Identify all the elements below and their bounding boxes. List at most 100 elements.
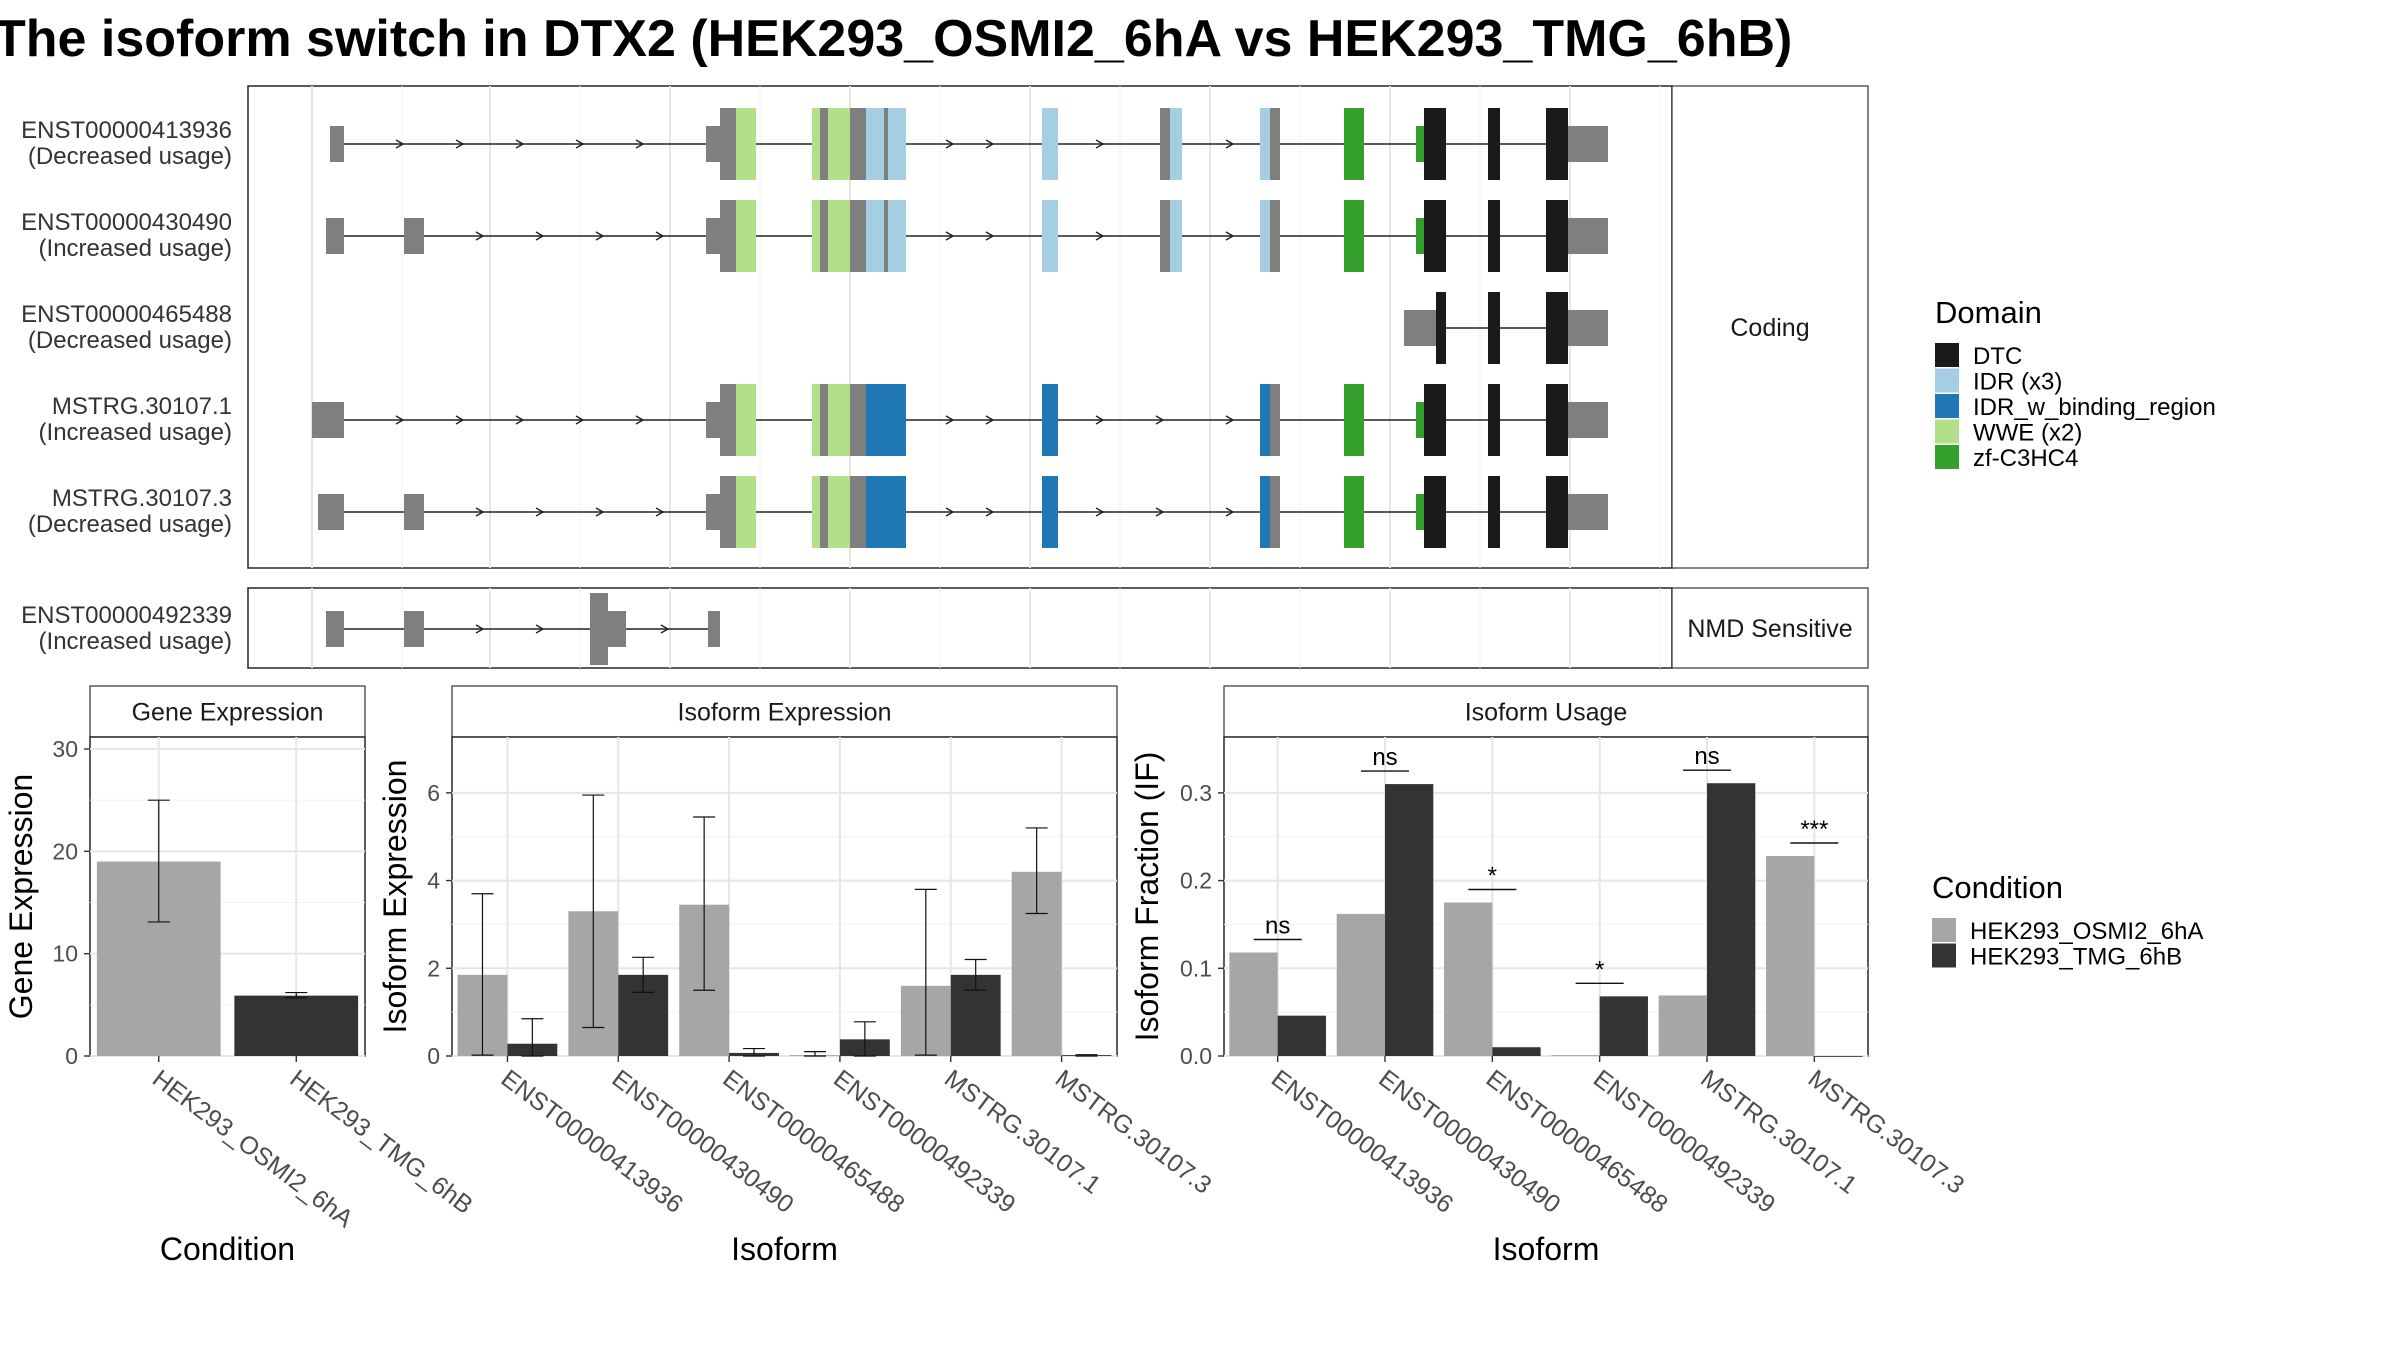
significance-label: ns [1265, 912, 1290, 939]
y-axis-title: Isoform Fraction (IF) [1129, 752, 1165, 1042]
exon-segment [1170, 108, 1182, 180]
legend-swatch-wwe-x2 [1935, 420, 1959, 444]
exon-segment [1568, 402, 1608, 438]
exon-segment [828, 476, 850, 548]
exon-segment [1488, 476, 1500, 548]
exon-segment [1260, 200, 1270, 272]
facet-strip-label: Coding [1730, 314, 1809, 342]
exon-segment [404, 218, 424, 254]
exon-segment [812, 384, 820, 456]
bar-mstrg-30107-1 [1707, 783, 1755, 1056]
legend-title: Condition [1932, 870, 2063, 905]
exon-segment [828, 200, 850, 272]
exon-segment [1436, 292, 1446, 364]
exon-segment [706, 218, 720, 254]
exon-segment [706, 494, 720, 530]
y-tick-label: 30 [52, 736, 78, 762]
exon-segment [720, 476, 736, 548]
x-axis-title: Isoform [731, 1231, 838, 1267]
chart-title: Isoform Usage [1465, 699, 1628, 727]
legend-label-idr-w-binding-region: IDR_w_binding_region [1973, 394, 2216, 421]
y-tick-label: 6 [427, 780, 440, 806]
x-category-label: ENST00000430490 [1373, 1064, 1565, 1219]
legend-label-wwe-x2: WWE (x2) [1973, 420, 2082, 447]
exon-segment [1042, 384, 1058, 456]
exon-segment [1416, 126, 1424, 162]
exon-segment [736, 108, 756, 180]
exon-segment [1488, 200, 1500, 272]
exon-segment [1042, 200, 1058, 272]
x-category-label: ENST00000413936 [496, 1064, 688, 1219]
exon-segment [326, 218, 344, 254]
y-tick-label: 0.2 [1180, 868, 1212, 894]
exon-segment [850, 108, 866, 180]
transcript-usage-label: (Increased usage) [39, 419, 232, 446]
exon-segment [1042, 476, 1058, 548]
bar-enst00000465488 [1444, 903, 1492, 1057]
isoform-usage-chart: Isoform Usage 0.0 0.1 0.2 0.3 ENST00000413936… [1129, 686, 1969, 1267]
chart-title: Isoform Expression [678, 699, 892, 727]
exon-segment [1546, 108, 1568, 180]
y-tick-label: 0.0 [1180, 1043, 1212, 1069]
exon-segment [812, 200, 820, 272]
exon-segment [1416, 494, 1424, 530]
transcript-id-label: MSTRG.30107.3 [52, 485, 232, 512]
x-category-label: ENST00000492339 [828, 1064, 1020, 1219]
exon-segment [866, 108, 884, 180]
exon-segment [1160, 200, 1170, 272]
exon-segment [1488, 384, 1500, 456]
exon-segment [1424, 384, 1446, 456]
exon-segment [1260, 108, 1270, 180]
transcript-usage-label: (Increased usage) [39, 628, 232, 655]
x-category-label: ENST00000413936 [1266, 1064, 1458, 1219]
exon-segment [1568, 494, 1608, 530]
bar-mstrg-30107-3 [1814, 1056, 1862, 1057]
significance-label: * [1595, 956, 1604, 983]
y-tick-label: 4 [427, 868, 440, 894]
y-tick-label: 0.3 [1180, 780, 1212, 806]
bar-mstrg-30107-1 [1659, 995, 1707, 1056]
transcript-id-label: ENST00000413936 [21, 117, 232, 144]
legend-label-idr-x3: IDR (x3) [1973, 369, 2062, 396]
exon-segment [1546, 384, 1568, 456]
significance-label: ns [1694, 743, 1719, 770]
facet-strip-label: NMD Sensitive [1687, 615, 1852, 643]
exon-segment [1344, 200, 1364, 272]
exon-segment [884, 200, 888, 272]
y-tick-label: 20 [52, 838, 78, 864]
exon-segment [706, 402, 720, 438]
exon-segment [330, 126, 344, 162]
legend-swatch-idr-x3 [1935, 369, 1959, 393]
transcript-usage-label: (Decreased usage) [28, 327, 232, 354]
exon-segment [1270, 200, 1280, 272]
exon-segment [884, 108, 888, 180]
exon-segment [318, 494, 344, 530]
exon-segment [820, 200, 828, 272]
exon-segment [1488, 292, 1500, 364]
exon-segment [820, 476, 828, 548]
exon-segment [820, 108, 828, 180]
exon-segment [850, 384, 866, 456]
legend-label-dtc: DTC [1973, 343, 2022, 370]
condition-legend: ConditionHEK293_OSMI2_6hAHEK293_TMG_6hB [1932, 870, 2203, 971]
bar-enst00000430490 [1385, 784, 1433, 1056]
x-category-label: ENST00000465488 [1481, 1064, 1673, 1219]
bar-enst00000413936 [1229, 952, 1277, 1056]
facet-panel-border [248, 86, 1672, 568]
legend-label-hek293-tmg-6hb: HEK293_TMG_6hB [1970, 944, 2182, 971]
exon-segment [720, 200, 736, 272]
exon-segment [850, 476, 866, 548]
exon-segment [1404, 310, 1436, 346]
y-axis-title: Isoform Expression [377, 760, 413, 1034]
legend-swatch-hek293-tmg-6hb [1932, 944, 1956, 968]
exon-segment [1424, 108, 1446, 180]
exon-segment [1488, 108, 1500, 180]
exon-segment [736, 476, 756, 548]
transcript-id-label: ENST00000465488 [21, 301, 232, 328]
bar-enst00000465488 [1492, 1047, 1540, 1056]
isoform-expression-chart: Isoform Expression0246ENST00000413936ENS… [377, 686, 1217, 1267]
exon-segment [720, 384, 736, 456]
exon-segment [1270, 384, 1280, 456]
legend-swatch-zf-c3hc4 [1935, 445, 1959, 469]
exon-segment [1546, 292, 1568, 364]
